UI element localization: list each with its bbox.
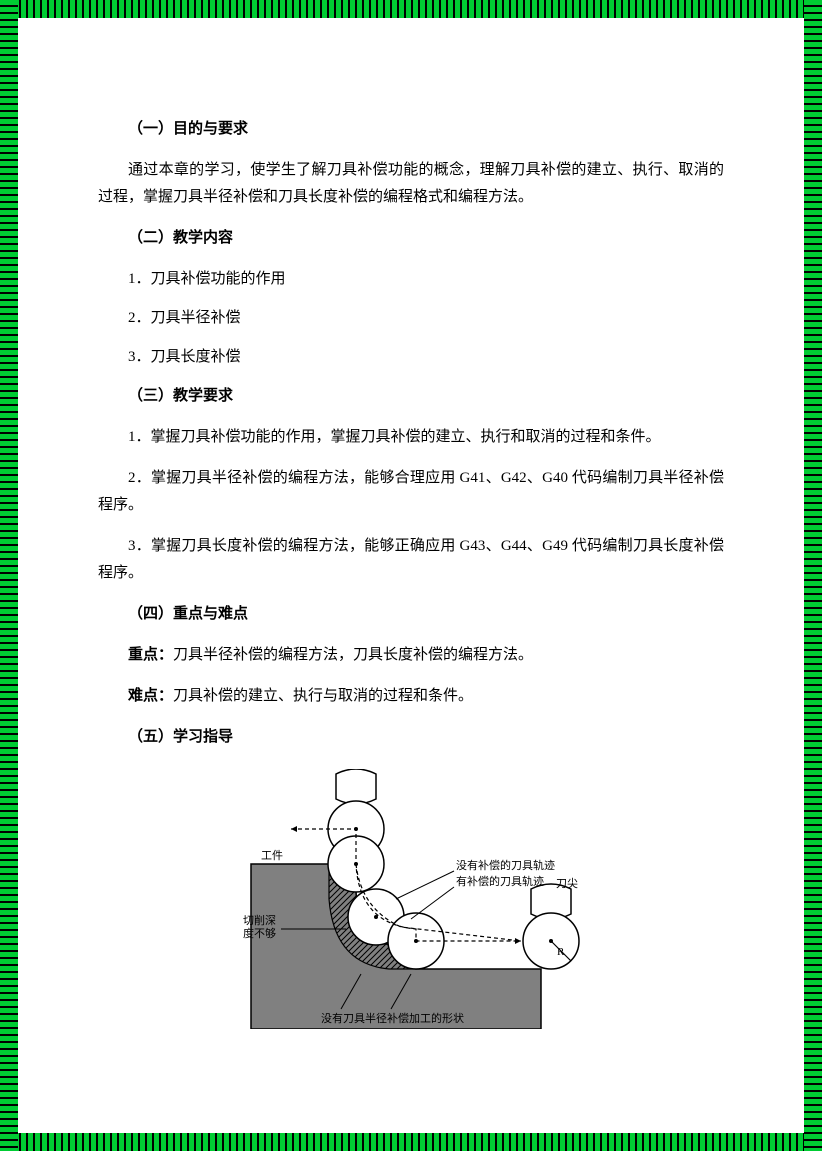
difficulty-text: 刀具补偿的建立、执行与取消的过程和条件。 <box>173 688 473 704</box>
tool-compensation-diagram: R 工件 切削深 度不够 没有补偿的刀具轨迹 有补偿的刀具轨迹 刀尖 没有刀具半… <box>201 769 621 1029</box>
difficulty-label: 难点： <box>128 688 173 704</box>
right-cutter: R <box>523 884 579 969</box>
section-3-para-1: 1．掌握刀具补偿功能的作用，掌握刀具补偿的建立、执行和取消的过程和条件。 <box>98 424 724 451</box>
section-4-heading: （四）重点与难点 <box>98 601 724 628</box>
section-4-difficulty: 难点：刀具补偿的建立、执行与取消的过程和条件。 <box>98 683 724 710</box>
diagram-container: R 工件 切削深 度不够 没有补偿的刀具轨迹 有补偿的刀具轨迹 刀尖 没有刀具半… <box>98 769 724 1029</box>
section-1-heading: （一）目的与要求 <box>98 116 724 143</box>
label-depth-2: 度不够 <box>243 926 276 940</box>
section-2-item-3: 3．刀具长度补偿 <box>98 344 724 371</box>
label-no-comp: 没有补偿的刀具轨迹 <box>456 858 555 872</box>
label-tip: 刀尖 <box>556 877 578 890</box>
section-2-item-2: 2．刀具半径补偿 <box>98 305 724 332</box>
label-depth-1: 切削深 <box>243 913 276 927</box>
section-3-heading: （三）教学要求 <box>98 383 724 410</box>
section-1-para: 通过本章的学习，使学生了解刀具补偿功能的概念，理解刀具补偿的建立、执行、取消的过… <box>98 157 724 211</box>
emphasis-label: 重点： <box>128 647 173 663</box>
section-3-para-3: 3．掌握刀具长度补偿的编程方法，能够正确应用 G43、G44、G49 代码编制刀… <box>98 533 724 587</box>
emphasis-text: 刀具半径补偿的编程方法，刀具长度补偿的编程方法。 <box>173 647 533 663</box>
section-4-emphasis: 重点：刀具半径补偿的编程方法，刀具长度补偿的编程方法。 <box>98 642 724 669</box>
label-with-comp: 有补偿的刀具轨迹 <box>456 874 544 888</box>
section-2-heading: （二）教学内容 <box>98 225 724 252</box>
section-2-item-1: 1．刀具补偿功能的作用 <box>98 266 724 293</box>
section-5-heading: （五）学习指导 <box>98 724 724 751</box>
page-content: （一）目的与要求 通过本章的学习，使学生了解刀具补偿功能的概念，理解刀具补偿的建… <box>18 18 804 1133</box>
label-bottom: 没有刀具半径补偿加工的形状 <box>321 1011 464 1025</box>
label-workpiece: 工件 <box>261 849 283 862</box>
section-3-para-2: 2．掌握刀具半径补偿的编程方法，能够合理应用 G41、G42、G40 代码编制刀… <box>98 465 724 519</box>
r-label: R <box>557 946 565 958</box>
